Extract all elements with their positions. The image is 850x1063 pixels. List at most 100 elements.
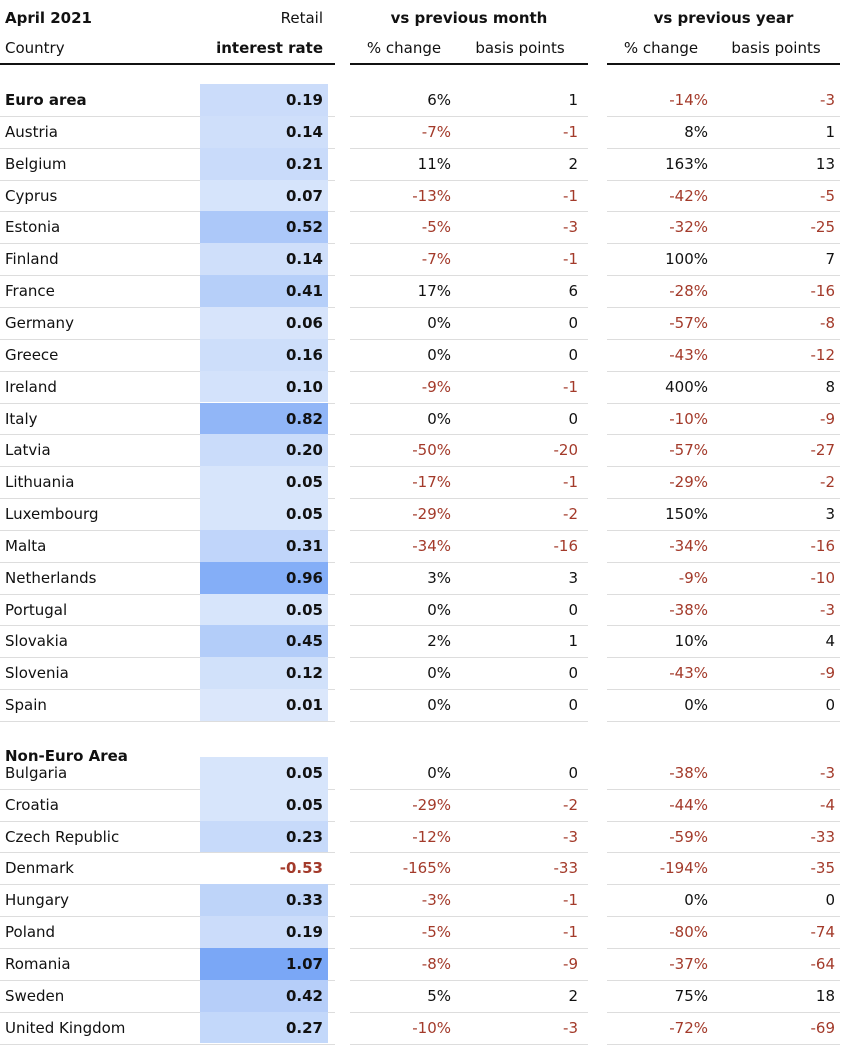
change-value: 0 [825,891,835,910]
rate-value: 0.31 [285,536,323,555]
rate-value: 0.01 [285,696,323,715]
rate-cell [200,434,328,467]
rate-value: 0.19 [285,923,323,942]
column-header: % change [366,39,442,57]
rate-value: 0.10 [285,377,323,396]
row-separator [350,338,588,340]
change-value: 2 [568,986,578,1005]
change-value: -43% [669,664,708,683]
row-separator [0,243,335,245]
change-value: -37% [669,954,708,973]
change-value: 0 [825,696,835,715]
change-value: -29% [412,795,451,814]
change-value: 1 [568,632,578,651]
change-value: -1 [563,377,578,396]
change-value: -2 [563,795,578,814]
row-separator [0,211,335,213]
rate-cell [200,916,328,948]
row-separator [0,689,335,691]
change-value: 17% [417,282,451,301]
change-value: -12 [810,345,836,364]
row-separator [0,1011,335,1013]
row-separator [350,657,588,659]
rate-value: 0.82 [285,409,323,428]
country-name: Sweden [5,986,65,1005]
row-separator [607,402,840,404]
row-separator [350,147,588,149]
row-separator [350,466,588,468]
country-name: Austria [5,122,58,141]
change-value: 0 [568,763,578,782]
column-header: basis points [731,39,821,57]
row-separator [607,306,840,308]
change-value: -1 [563,891,578,910]
column-header: basis points [475,39,565,57]
change-value: -165% [402,859,451,878]
row-separator [0,916,335,918]
row-separator [607,947,840,949]
row-separator [350,561,588,563]
rate-value: 0.14 [285,122,323,141]
change-value: -35 [810,859,836,878]
change-value: 1 [825,122,835,141]
row-separator [350,179,588,181]
change-value: -16 [810,282,836,301]
header-rule [350,63,588,65]
change-value: -16 [810,536,836,555]
change-value: -33 [553,859,579,878]
row-separator [350,721,588,722]
change-value: 11% [417,154,451,173]
rate-value: 0.45 [285,632,323,651]
row-separator [0,852,335,854]
column-header: % change [623,39,699,57]
change-value: 8 [825,377,835,396]
row-separator [0,721,335,722]
change-value: -7% [421,122,451,141]
rate-cell [200,370,328,403]
row-separator [350,1043,588,1045]
change-value: -27 [810,441,836,460]
country-name: United Kingdom [5,1018,126,1037]
country-name: Spain [5,696,47,715]
row-separator [607,466,840,468]
change-value: 0% [427,763,451,782]
change-value: -29% [412,505,451,524]
country-name: Finland [5,250,59,269]
change-value: 3 [825,505,835,524]
change-value: -5% [421,923,451,942]
change-value: -74 [810,923,836,942]
rate-value: 0.96 [285,568,323,587]
change-value: -3 [820,91,835,109]
rate-value: 0.19 [285,91,323,109]
country-name: Hungary [5,891,70,910]
country-name: Denmark [5,859,74,878]
title: April 2021 [5,9,92,27]
change-value: -2 [563,505,578,524]
change-value: 13 [815,154,835,173]
change-value: -80% [669,923,708,942]
country-name: Poland [5,923,56,942]
row-separator [0,820,335,822]
change-value: 0 [568,345,578,364]
rate-value: 0.42 [285,986,323,1005]
row-separator [350,689,588,691]
change-value: 0% [427,313,451,332]
rate-cell [200,529,328,562]
row-separator [350,1011,588,1013]
change-value: 0 [568,600,578,619]
section-title: Euro area [5,91,87,109]
change-value: -28% [669,282,708,301]
rate-cell [200,979,328,1012]
rate-cell [200,211,328,244]
change-value: 0% [684,891,708,910]
row-separator [607,625,840,627]
change-value: 2 [568,154,578,173]
row-separator [0,979,335,981]
change-value: -10% [412,1018,451,1037]
change-value: -9% [421,377,451,396]
change-value: -9 [820,409,835,428]
country-name: Greece [5,345,59,364]
change-value: 0% [684,696,708,715]
change-value: -3 [563,218,578,237]
